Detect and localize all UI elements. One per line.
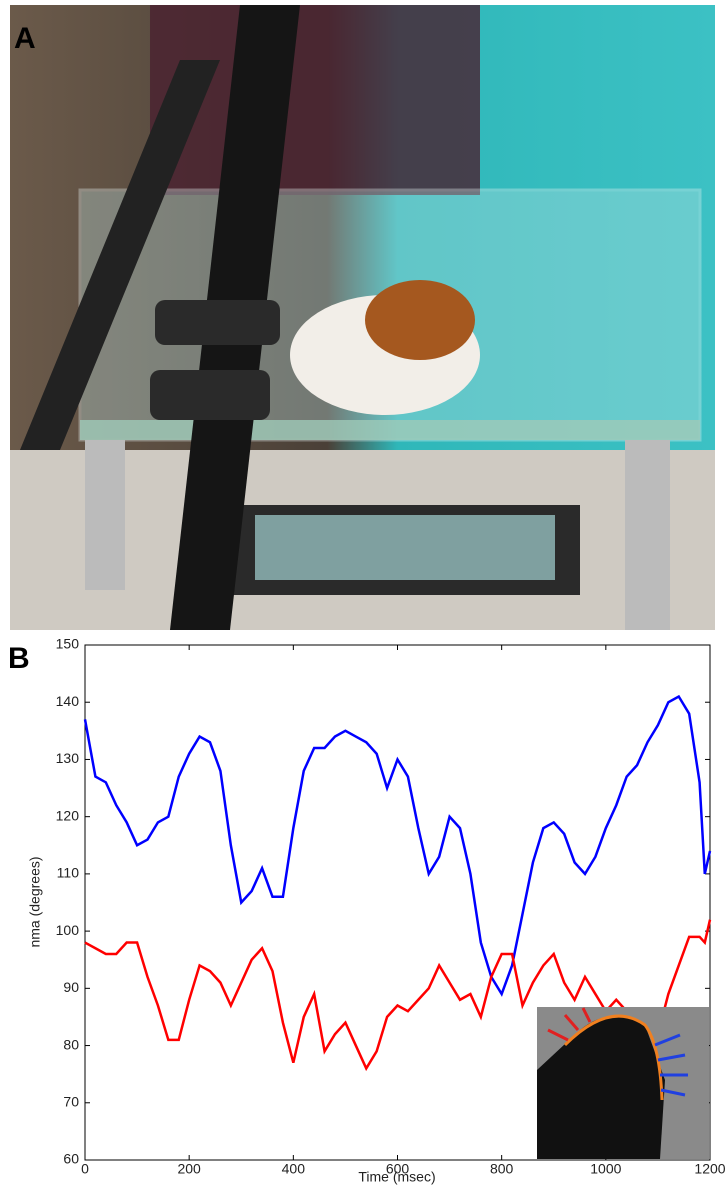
- x-tick-label: 0: [81, 1161, 89, 1177]
- x-tick-label: 1200: [694, 1161, 725, 1177]
- y-tick-label: 100: [56, 922, 80, 938]
- plot: 60 70 80 90 100 110 120 130 140 150 0 200 400 600 800 1…: [56, 636, 725, 1177]
- panel-label: B: [8, 642, 30, 675]
- line-series: [84, 919, 712, 1072]
- y-tick-label: 110: [57, 865, 80, 881]
- x-tick-label: 800: [490, 1161, 514, 1177]
- photo: A: [10, 5, 715, 630]
- y-tick-label: 150: [56, 636, 80, 652]
- y-tick-label: 90: [63, 979, 79, 995]
- x-tick-label: 400: [282, 1161, 306, 1177]
- y-tick-label: 80: [63, 1036, 79, 1052]
- inset-image: [537, 1007, 709, 1159]
- y-tick-label: 130: [56, 750, 80, 766]
- y-tick-label: 120: [56, 807, 80, 823]
- panel-label: A: [14, 22, 36, 55]
- x-tick-label: 600: [386, 1161, 410, 1177]
- x-tick-label: 1000: [590, 1161, 621, 1177]
- y-tick-label: 70: [63, 1093, 79, 1109]
- y-tick-label: 60: [63, 1151, 79, 1167]
- x-tick-label: 200: [177, 1161, 201, 1177]
- y-axis-label: nma (degrees): [27, 856, 43, 947]
- line-series: [83, 694, 712, 997]
- x-axis-label: Time (msec): [358, 1169, 435, 1185]
- y-tick-label: 140: [56, 693, 80, 709]
